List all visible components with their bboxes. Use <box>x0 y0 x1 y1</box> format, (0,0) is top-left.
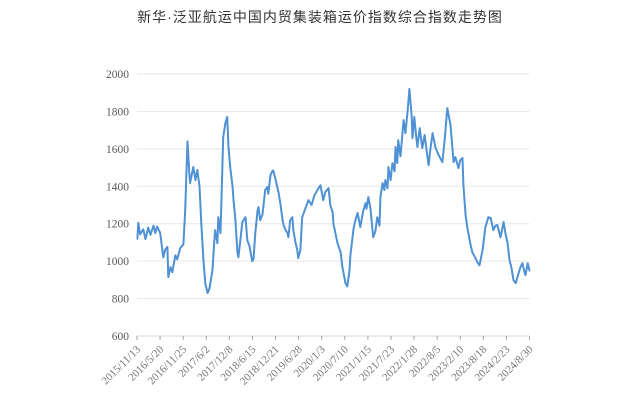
y-tick-label: 800 <box>112 294 130 306</box>
y-tick-label: 2000 <box>106 69 129 81</box>
y-tick-label: 1000 <box>106 256 129 268</box>
y-tick-label: 600 <box>112 331 130 343</box>
y-tick-label: 1400 <box>106 181 129 193</box>
y-tick-label: 1200 <box>106 219 129 231</box>
index-series-line <box>136 88 531 294</box>
chart-title: 新华·泛亚航运中国内贸集装箱运价指数综合指数走势图 <box>137 9 503 25</box>
y-tick-label: 1600 <box>106 144 129 156</box>
y-tick-label: 1800 <box>106 106 129 118</box>
